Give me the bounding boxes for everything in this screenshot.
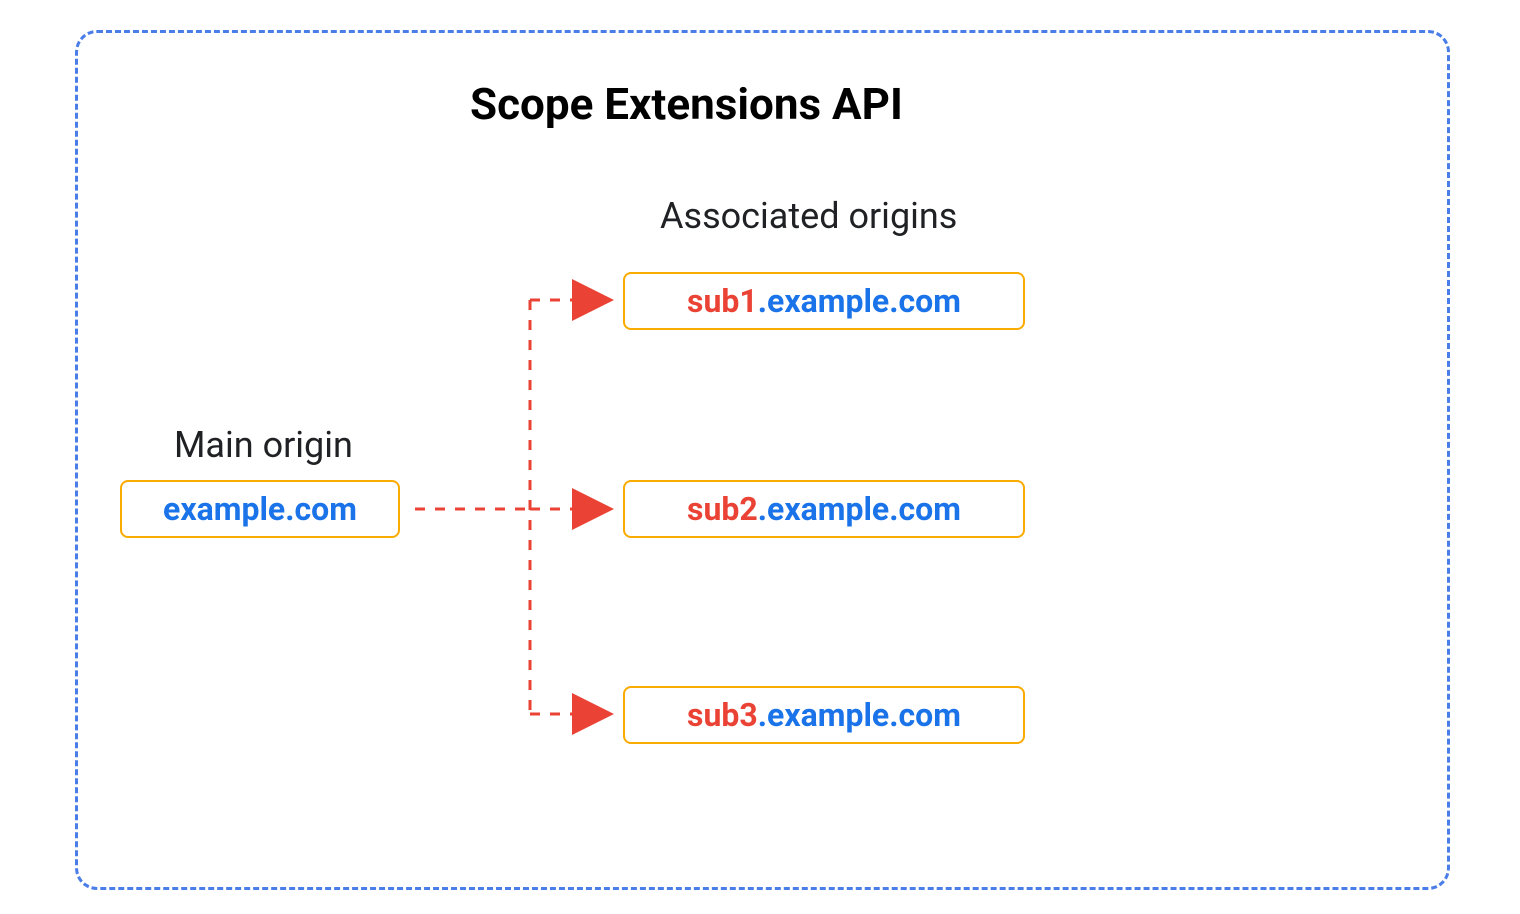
main-origin-box: example.com: [120, 480, 400, 538]
assoc-prefix-2: sub2: [687, 490, 758, 528]
main-origin-label: Main origin: [174, 424, 353, 466]
assoc-domain-1: .example.com: [758, 282, 961, 320]
associated-origin-box-1: sub1.example.com: [623, 272, 1025, 330]
assoc-domain-3: .example.com: [758, 696, 961, 734]
associated-origins-label: Associated origins: [660, 195, 957, 237]
main-origin-domain: example.com: [163, 490, 357, 528]
assoc-prefix-1: sub1: [687, 282, 758, 320]
assoc-prefix-3: sub3: [687, 696, 758, 734]
assoc-domain-2: .example.com: [758, 490, 961, 528]
diagram-title: Scope Extensions API: [470, 78, 903, 130]
associated-origin-box-2: sub2.example.com: [623, 480, 1025, 538]
associated-origin-box-3: sub3.example.com: [623, 686, 1025, 744]
